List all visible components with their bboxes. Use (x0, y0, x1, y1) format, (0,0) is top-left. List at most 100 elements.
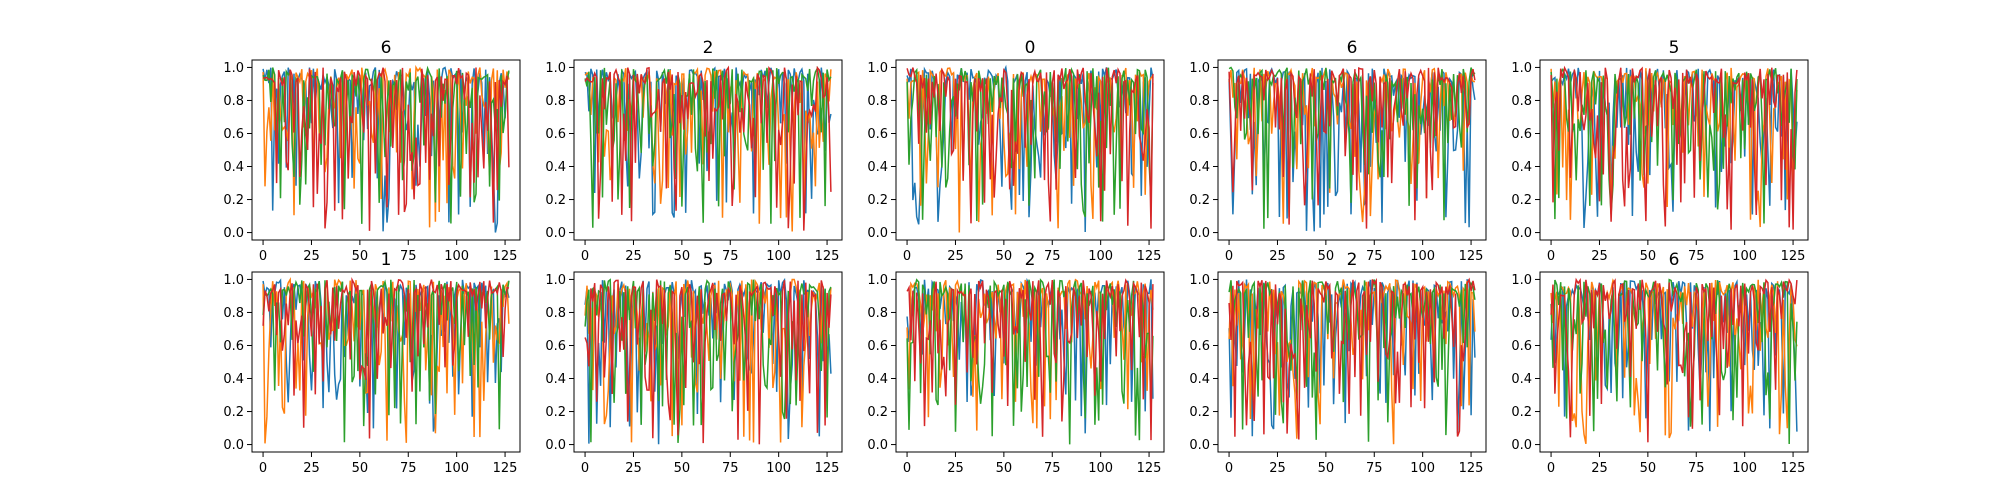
x-tick-label: 0 (259, 249, 267, 264)
x-tick-label: 100 (444, 461, 469, 476)
x-tick-label: 25 (947, 461, 964, 476)
y-tick-label: 0.6 (545, 339, 566, 354)
x-tick-label: 100 (1088, 249, 1113, 264)
y-tick-label: 0.6 (867, 339, 888, 354)
y-tick-label: 0.6 (1511, 339, 1532, 354)
x-tick-label: 0 (903, 249, 911, 264)
x-tick-label: 0 (1225, 461, 1233, 476)
axes-frame (251, 59, 521, 241)
subplot-8: 0 25 50 75 100 125 0.0 0.2 0.4 0.6 0.8 1.0 2 (867, 250, 1165, 476)
y-tick-label: 0.0 (545, 226, 566, 241)
x-tick-label: 25 (625, 249, 642, 264)
y-tick-label: 0.4 (867, 372, 888, 387)
y-tick-label: 0.6 (1189, 339, 1210, 354)
y-tick-label: 0.2 (867, 405, 888, 420)
axes-frame (1539, 271, 1809, 453)
x-tick-label: 50 (352, 249, 369, 264)
y-tick-label: 1.0 (867, 273, 888, 288)
subplot-7: 0 25 50 75 100 125 0.0 0.2 0.4 0.6 0.8 1.0 5 (545, 250, 843, 476)
series-line-4 (262, 276, 510, 439)
subplot-10: 0 25 50 75 100 125 0.0 0.2 0.4 0.6 0.8 1.0 6 (1511, 250, 1809, 476)
y-tick-label: 0.4 (867, 160, 888, 175)
subplot-title: 6 (1347, 38, 1358, 58)
x-tick-label: 50 (996, 461, 1013, 476)
x-tick-label: 25 (1591, 461, 1608, 476)
x-tick-label: 50 (1318, 461, 1335, 476)
y-tick-label: 0.2 (1511, 193, 1532, 208)
x-tick-label: 125 (1459, 249, 1484, 264)
x-tick-label: 125 (1781, 249, 1806, 264)
y-tick-label: 1.0 (545, 61, 566, 76)
y-tick-label: 0.2 (545, 405, 566, 420)
y-tick-label: 0.6 (1189, 127, 1210, 142)
y-tick-label: 1.0 (1511, 273, 1532, 288)
x-tick-label: 100 (766, 249, 791, 264)
x-tick-label: 75 (1366, 461, 1383, 476)
x-tick-label: 50 (674, 249, 691, 264)
series-line-4 (1550, 65, 1798, 230)
x-tick-label: 25 (303, 461, 320, 476)
x-tick-label: 125 (1459, 461, 1484, 476)
y-tick-label: 0.0 (867, 226, 888, 241)
y-tick-label: 0.6 (867, 127, 888, 142)
y-tick-label: 1.0 (1189, 61, 1210, 76)
y-tick-label: 0.4 (1189, 372, 1210, 387)
y-tick-label: 0.8 (545, 306, 566, 321)
x-tick-label: 0 (1547, 461, 1555, 476)
x-tick-label: 25 (1269, 461, 1286, 476)
subplot-title: 2 (1347, 250, 1358, 270)
y-tick-label: 1.0 (545, 273, 566, 288)
x-tick-label: 25 (625, 461, 642, 476)
subplot-title: 2 (1025, 250, 1036, 270)
y-tick-label: 0.8 (867, 306, 888, 321)
subplot-title: 6 (1669, 250, 1680, 270)
x-tick-label: 125 (815, 249, 840, 264)
x-tick-label: 125 (1781, 461, 1806, 476)
x-tick-label: 125 (1137, 461, 1162, 476)
y-tick-label: 0.2 (223, 193, 244, 208)
subplot-3: 0 25 50 75 100 125 0.0 0.2 0.4 0.6 0.8 1.0 0 (867, 38, 1165, 264)
series-line-3 (584, 278, 832, 443)
y-tick-label: 0.2 (1189, 193, 1210, 208)
y-tick-label: 0.4 (223, 372, 244, 387)
series-line-3 (262, 279, 510, 443)
x-tick-label: 75 (400, 461, 417, 476)
y-tick-label: 1.0 (1189, 273, 1210, 288)
axes-frame (251, 271, 521, 453)
x-tick-label: 100 (444, 249, 469, 264)
y-tick-label: 0.4 (223, 160, 244, 175)
x-tick-label: 0 (581, 249, 589, 264)
series-line-3 (906, 278, 1154, 445)
y-tick-label: 0.0 (1511, 438, 1532, 453)
y-tick-label: 0.4 (545, 372, 566, 387)
x-tick-label: 125 (493, 249, 518, 264)
x-tick-label: 100 (1410, 249, 1435, 264)
y-tick-label: 0.0 (1511, 226, 1532, 241)
series-line-4 (262, 67, 510, 231)
x-tick-label: 25 (303, 249, 320, 264)
axes-frame (895, 59, 1165, 241)
series-line-4 (584, 65, 832, 231)
x-tick-label: 75 (1366, 249, 1383, 264)
x-tick-label: 25 (1269, 249, 1286, 264)
x-tick-label: 100 (1088, 461, 1113, 476)
series-line-4 (584, 279, 832, 445)
x-tick-label: 75 (1044, 461, 1061, 476)
x-tick-label: 75 (722, 249, 739, 264)
y-tick-label: 0.4 (1511, 160, 1532, 175)
y-tick-label: 0.0 (1189, 438, 1210, 453)
x-tick-label: 125 (815, 461, 840, 476)
y-tick-label: 0.0 (223, 438, 244, 453)
y-tick-label: 0.0 (867, 438, 888, 453)
y-tick-label: 0.6 (545, 127, 566, 142)
x-tick-label: 25 (947, 249, 964, 264)
x-tick-label: 50 (1640, 249, 1657, 264)
x-tick-label: 100 (1732, 461, 1757, 476)
subplot-title: 0 (1025, 38, 1036, 58)
y-tick-label: 0.0 (545, 438, 566, 453)
x-tick-label: 100 (1732, 249, 1757, 264)
axes-frame (1217, 271, 1487, 453)
subplot-4: 0 25 50 75 100 125 0.0 0.2 0.4 0.6 0.8 1.0 6 (1189, 38, 1487, 264)
y-tick-label: 0.0 (1189, 226, 1210, 241)
y-tick-label: 0.4 (1511, 372, 1532, 387)
